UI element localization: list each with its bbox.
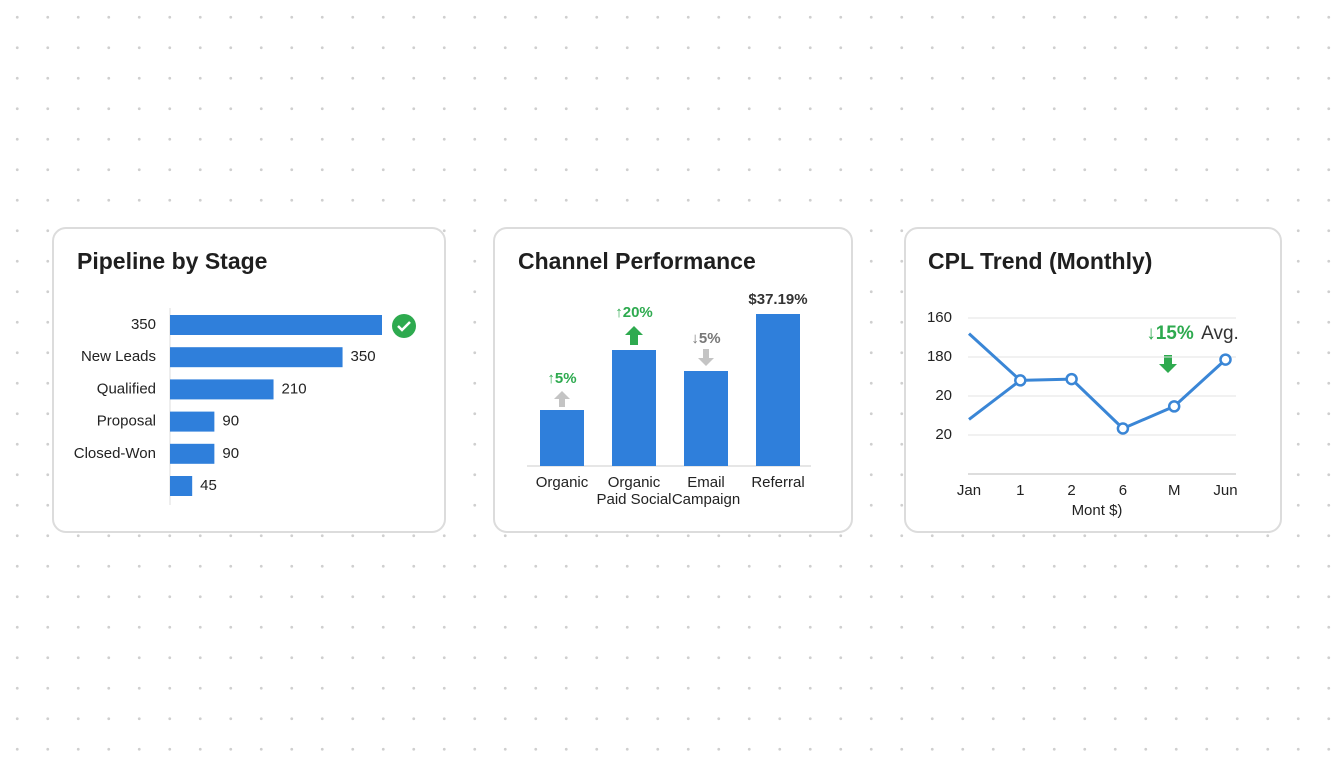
y-tick-label: 20 (935, 426, 952, 443)
x-tick-label: 2 (1067, 482, 1075, 499)
text-line: Campaign (672, 491, 740, 508)
category-label: Closed-Won (74, 445, 156, 462)
card (904, 227, 1282, 533)
annotation: $37.19% (748, 291, 807, 308)
text-line: Organic (608, 474, 661, 491)
x-tick-label: Jun (1213, 482, 1237, 499)
x-axis-label: Mont $) (1072, 502, 1123, 519)
annotation: ↑5% (547, 370, 576, 387)
x-tick-label: Organic Paid Social (596, 474, 671, 508)
arrow-icon (625, 326, 643, 345)
bar (170, 476, 193, 496)
chart-title: Channel Performance (518, 248, 756, 274)
y-tick-label: 180 (927, 348, 952, 365)
annotation: Avg. (1201, 323, 1239, 344)
line (967, 332, 1227, 430)
point (1116, 422, 1130, 435)
category-label: New Leads (81, 348, 156, 365)
arrow-icon (1159, 355, 1177, 373)
bar (540, 410, 584, 466)
point (1065, 372, 1078, 386)
point (1167, 400, 1181, 413)
annotation: ↑20% (615, 304, 653, 321)
point (1219, 353, 1232, 366)
category-label: Proposal (97, 413, 156, 430)
value-label: 45 (200, 477, 217, 494)
x-tick-label: 1 (1016, 482, 1024, 499)
category-label: Qualified (97, 380, 156, 397)
x-tick-label: Email Campaign (672, 474, 740, 508)
bar (170, 443, 215, 464)
value-label: 350 (351, 348, 376, 365)
bar (170, 411, 215, 432)
x-tick-label: Organic (536, 474, 589, 491)
x-tick-label: 6 (1119, 482, 1127, 499)
bar (170, 379, 274, 400)
bar (612, 350, 656, 466)
y-tick-label: 20 (935, 387, 952, 404)
check-icon (392, 314, 416, 338)
bar (684, 371, 728, 466)
x-tick-label: Jan (957, 482, 981, 499)
check-mark (397, 321, 411, 332)
annotation: ↓15% (1146, 323, 1194, 344)
annotation: ↓5% (691, 330, 720, 347)
value-label: 90 (222, 445, 239, 462)
line (968, 379, 1022, 421)
bar (170, 315, 382, 335)
category-label: 350 (131, 316, 156, 333)
chart-title: Pipeline by Stage (77, 248, 267, 274)
x-tick-label: M (1168, 482, 1181, 499)
y-tick-label: 160 (927, 309, 952, 326)
chart-title: CPL Trend (Monthly) (928, 248, 1152, 274)
point (1014, 374, 1027, 387)
bar (170, 347, 343, 368)
bar (756, 314, 800, 466)
value-label: 90 (222, 413, 239, 430)
text-line: Paid Social (596, 491, 671, 508)
arrow-icon (698, 349, 714, 366)
x-tick-label: Referral (751, 474, 804, 491)
arrow-icon (554, 391, 570, 407)
value-label: 210 (282, 380, 307, 397)
text-line: Email (687, 474, 725, 491)
